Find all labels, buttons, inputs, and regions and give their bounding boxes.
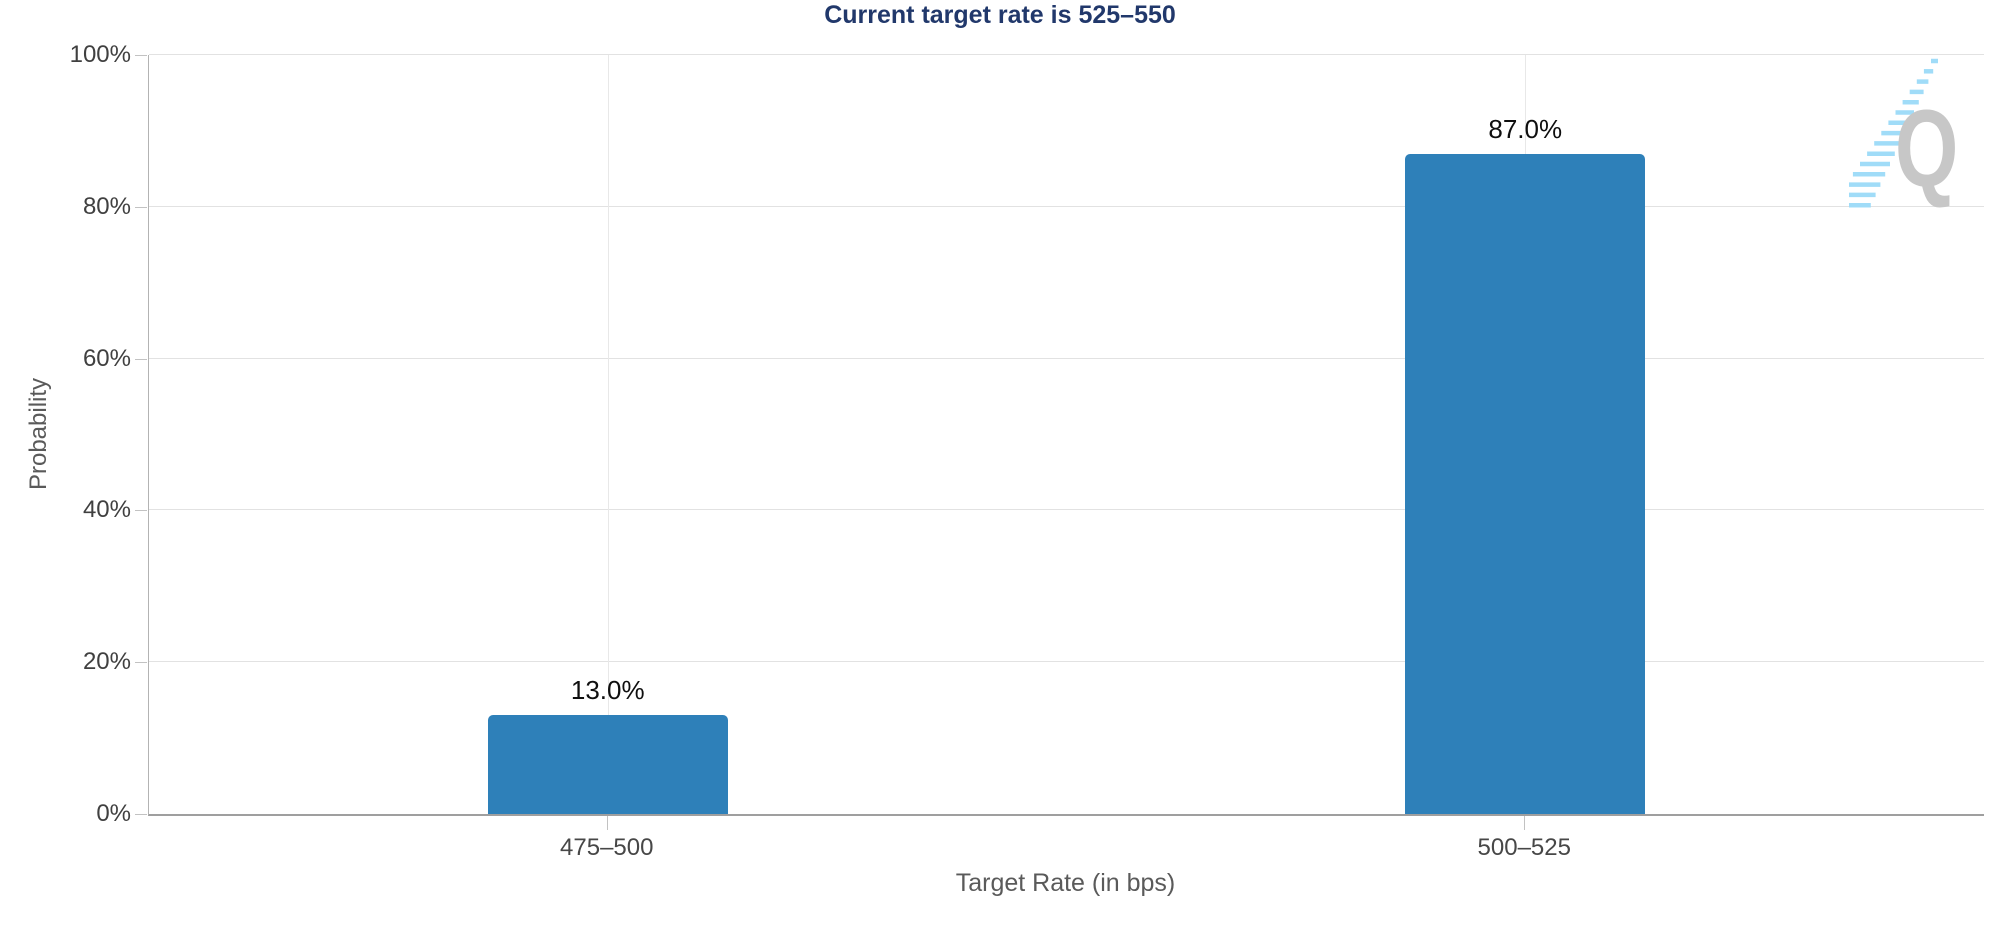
bar-value-label-1: 87.0% [1488, 113, 1563, 144]
y-tick-0 [135, 814, 147, 815]
quikstrike-watermark-logo: Q [1849, 58, 1958, 210]
y-gridline-80 [149, 205, 1984, 207]
x-axis-title: Target Rate (in bps) [955, 869, 1176, 897]
y-tick-label-0: 0% [96, 800, 131, 827]
y-tick-100 [135, 55, 147, 56]
y-axis-title: Probability [25, 377, 52, 491]
y-tick-label-40: 40% [82, 496, 131, 524]
x-gridline-0 [607, 55, 609, 814]
logo-q-letter: Q [1895, 86, 1958, 210]
chart-title: Current target rate is 525–550 [824, 1, 1176, 29]
bar-475–500[interactable] [487, 715, 728, 814]
y-tick-40 [135, 510, 147, 512]
y-gridline-100 [149, 54, 1984, 55]
y-gridline-40 [149, 509, 1984, 511]
x-tick-1 [1524, 816, 1526, 830]
x-tick-0 [606, 816, 608, 830]
y-tick-label-100: 100% [69, 41, 131, 68]
y-tick-60 [135, 358, 147, 360]
bar-500–525[interactable] [1405, 153, 1646, 814]
y-gridline-60 [149, 357, 1984, 359]
y-tick-label-80: 80% [82, 192, 131, 220]
plot-area: 13.0% 87.0% [148, 54, 1984, 816]
x-tick-label-0: 475–500 [560, 834, 654, 861]
y-tick-label-60: 60% [82, 344, 131, 372]
x-tick-label-1: 500–525 [1477, 834, 1571, 861]
y-tick-80 [135, 206, 147, 208]
bar-value-label-0: 13.0% [570, 675, 645, 706]
y-tick-label-20: 20% [82, 648, 131, 676]
y-gridline-20 [149, 661, 1984, 663]
y-tick-20 [135, 662, 147, 664]
logo-streak-dashes [1849, 58, 1938, 208]
